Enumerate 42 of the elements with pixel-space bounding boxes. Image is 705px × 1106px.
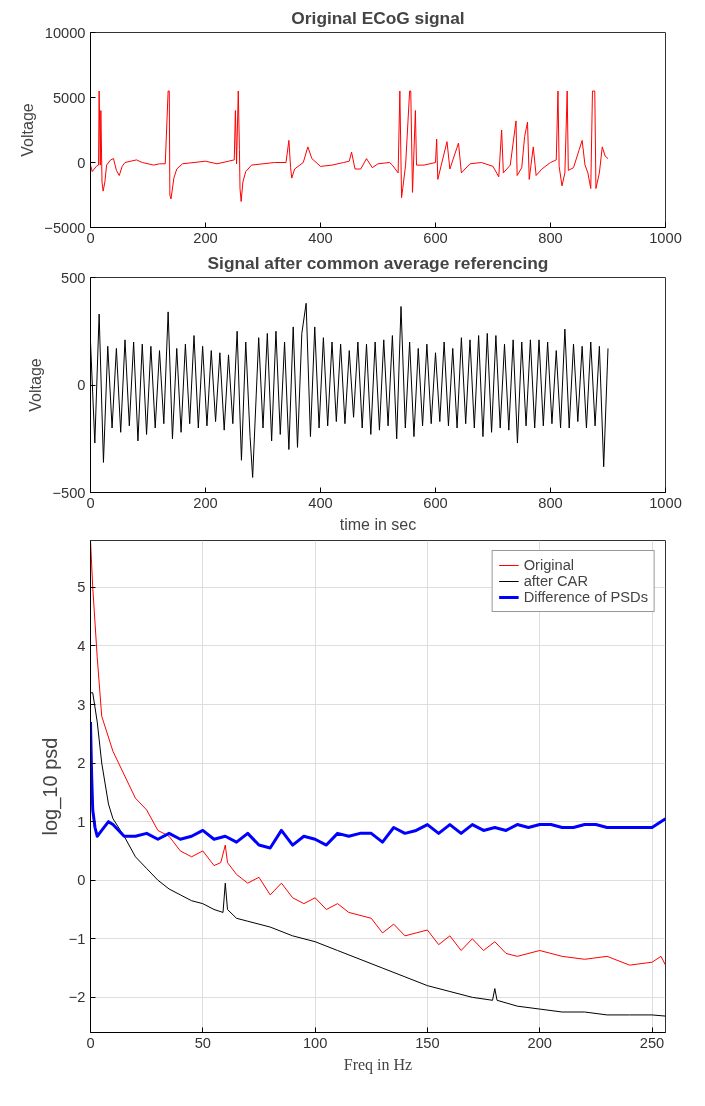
y-tick-label: 1 bbox=[77, 813, 86, 830]
y-tick-label: 10000 bbox=[44, 24, 86, 41]
legend-label: Original bbox=[523, 557, 575, 573]
y-tick-label: −1 bbox=[68, 930, 86, 947]
y-tick-label: 3 bbox=[77, 696, 86, 713]
x-tick-label: 200 bbox=[193, 229, 218, 246]
x-tick-label: 600 bbox=[423, 494, 448, 511]
y-tick-label: −500 bbox=[52, 484, 86, 501]
y-axis-title: Voltage bbox=[27, 358, 45, 412]
x-tick-label: 200 bbox=[527, 1034, 552, 1051]
x-tick-label: 800 bbox=[538, 494, 563, 511]
x-tick-label: 250 bbox=[639, 1034, 665, 1051]
x-tick-label: 400 bbox=[308, 494, 333, 511]
chart-title: Signal after common average referencing bbox=[207, 252, 549, 273]
x-tick-label: 150 bbox=[415, 1034, 440, 1051]
y-tick-label: −2 bbox=[68, 989, 86, 1006]
line-series bbox=[90, 90, 609, 202]
y-axis-title: log_10 psd bbox=[38, 737, 62, 836]
x-tick-label: 600 bbox=[423, 229, 448, 246]
y-tick-label: 0 bbox=[77, 377, 86, 393]
line-series bbox=[90, 720, 666, 850]
y-tick-label: 0 bbox=[77, 872, 86, 889]
y-tick-label: 2 bbox=[77, 755, 86, 772]
x-tick-label: 800 bbox=[538, 229, 563, 246]
legend-label: Difference of PSDs bbox=[523, 589, 648, 605]
y-tick-label: 500 bbox=[61, 269, 86, 286]
y-tick-label: 5 bbox=[77, 579, 86, 596]
x-tick-label: 50 bbox=[194, 1034, 211, 1051]
x-tick-label: 100 bbox=[302, 1034, 328, 1051]
x-tick-label: 200 bbox=[193, 494, 218, 511]
y-tick-label: 5000 bbox=[52, 89, 86, 106]
x-axis-title: time in sec bbox=[339, 515, 417, 533]
y-tick-label: 0 bbox=[77, 154, 86, 171]
legend-label: after CAR bbox=[523, 573, 588, 589]
chart-title: Original ECoG signal bbox=[291, 7, 465, 28]
x-tick-label: 1000 bbox=[649, 229, 682, 246]
x-tick-label: 1000 bbox=[649, 494, 682, 511]
x-axis-title: Freq in Hz bbox=[343, 1055, 413, 1074]
y-tick-label: −5000 bbox=[44, 219, 86, 236]
y-axis-title: Voltage bbox=[19, 103, 37, 157]
y-tick-label: 4 bbox=[77, 637, 86, 654]
x-tick-label: 400 bbox=[308, 229, 333, 246]
